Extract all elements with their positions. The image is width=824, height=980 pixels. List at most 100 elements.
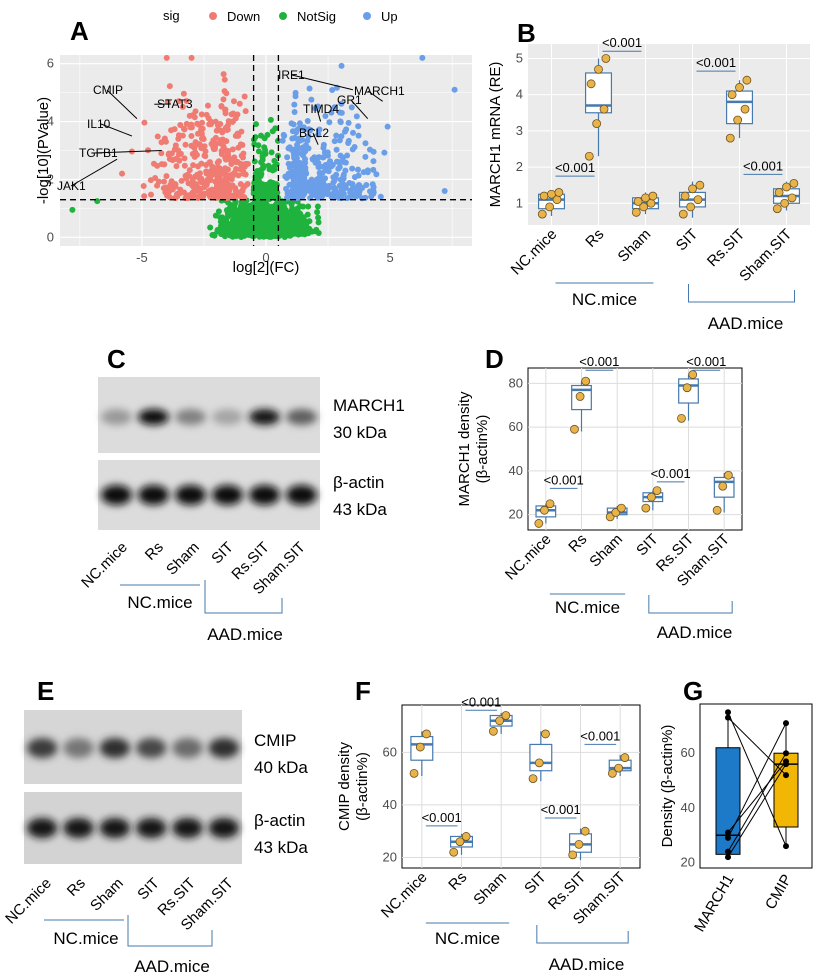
- volcano-point-up: [291, 170, 298, 177]
- volcano-point-up: [298, 171, 305, 178]
- volcano-point-up: [350, 129, 357, 136]
- march1-blot-band: [174, 409, 207, 425]
- actin-blot-e-band: [99, 818, 131, 838]
- volcano-point-down: [223, 138, 230, 145]
- gene-label: TGFB1: [79, 146, 118, 160]
- panel-g-point: [725, 854, 731, 861]
- volcano-point-up: [345, 119, 352, 126]
- panel-e-lane-label: Sham: [87, 875, 127, 915]
- volcano-point-down: [147, 191, 154, 198]
- volcano-point-notsig: [266, 233, 273, 240]
- volcano-point-up: [320, 154, 327, 161]
- volcano-point-up: [296, 192, 303, 199]
- volcano-point-down: [195, 121, 202, 128]
- volcano-point-notsig: [271, 193, 278, 200]
- volcano-point-down: [224, 122, 231, 129]
- volcano-point-up: [297, 184, 304, 191]
- panel-label-G: G: [683, 676, 703, 706]
- panel-g-category-label: CMIP: [762, 872, 795, 913]
- cmip-band-label: 40 kDa: [254, 758, 308, 777]
- volcano-point-notsig: [259, 152, 266, 159]
- march1-blot-band: [285, 409, 318, 425]
- volcano-point-up: [362, 153, 369, 160]
- volcano-point-up: [370, 189, 377, 196]
- volcano-point-notsig: [306, 218, 313, 225]
- volcano-point-notsig: [225, 224, 232, 231]
- volcano-point-up: [329, 161, 336, 168]
- volcano-point-up: [362, 140, 369, 147]
- volcano-point-up: [353, 113, 360, 120]
- volcano-point-down: [198, 160, 205, 167]
- volcano-point-down: [230, 193, 237, 200]
- volcano-point-down: [216, 183, 223, 190]
- march1-mrna-data-point: [780, 198, 790, 208]
- volcano-point-notsig: [260, 195, 267, 202]
- volcano-point-up: [377, 193, 384, 200]
- gene-label: GR1: [337, 93, 362, 107]
- volcano-point-notsig: [266, 219, 273, 226]
- panel-g-y-tick: 20: [681, 855, 695, 870]
- gene-leader-line: [316, 108, 322, 122]
- volcano-point-notsig: [305, 203, 312, 210]
- volcano-point-notsig: [275, 209, 282, 216]
- volcano-point-notsig: [261, 144, 268, 151]
- volcano-point-down: [164, 192, 171, 199]
- volcano-point-down: [182, 141, 189, 148]
- volcano-point-up: [314, 103, 321, 110]
- volcano-point-down: [242, 108, 249, 115]
- volcano-point-up: [329, 86, 336, 93]
- march1-mrna-data-point: [554, 188, 564, 197]
- volcano-point-up: [289, 186, 296, 193]
- volcano-point-notsig: [291, 220, 298, 227]
- panel-e-aad-bracket: [127, 915, 213, 947]
- cmip-band-label: CMIP: [254, 731, 297, 750]
- panel-d-aad-group-label: AAD.mice: [657, 623, 733, 642]
- volcano-point-down: [167, 181, 174, 188]
- volcano-point-up: [345, 137, 352, 144]
- volcano-point-down: [166, 83, 173, 90]
- volcano-point-up: [337, 119, 344, 126]
- volcano-point-notsig: [227, 201, 234, 208]
- volcano-point-up: [331, 184, 338, 191]
- actin-blot-e-band: [208, 818, 240, 838]
- volcano-x-axis-label: log[2](FC): [233, 259, 300, 276]
- volcano-point-up: [315, 131, 322, 138]
- panel-label-D: D: [485, 344, 504, 374]
- cmip-blot-band: [99, 738, 131, 758]
- volcano-point-down: [241, 93, 248, 100]
- panel-f-aad-bracket: [536, 925, 629, 944]
- volcano-point-up: [331, 104, 338, 111]
- volcano-point-notsig: [267, 116, 274, 123]
- volcano-point-up: [305, 133, 312, 140]
- march1-mrna-data-point: [782, 182, 791, 192]
- volcano-point-down: [173, 163, 180, 170]
- volcano-point-down: [179, 132, 186, 139]
- march1-density-data-point: [723, 470, 733, 480]
- volcano-point-up: [341, 128, 348, 135]
- volcano-point-down: [237, 166, 244, 173]
- actin-band-label-e: β-actin: [254, 811, 305, 830]
- march1-mrna-y-axis-label: MARCH1 mRNA (RE): [487, 62, 504, 208]
- volcano-point-down: [158, 139, 165, 146]
- panel-b-aad-group-label: AAD.mice: [708, 314, 784, 333]
- volcano-point-down: [213, 127, 220, 134]
- march1-density-data-point: [647, 492, 656, 502]
- volcano-point-down: [175, 98, 182, 105]
- volcano-point-notsig: [253, 121, 260, 128]
- volcano-point-up: [296, 125, 303, 132]
- volcano-point-down: [221, 76, 228, 83]
- panel-label-A: A: [70, 16, 89, 46]
- panel-d-nc-group-label: NC.mice: [555, 598, 620, 617]
- panel-g-point: [783, 720, 789, 727]
- march1-density-data-point: [616, 503, 626, 513]
- volcano-point-notsig: [258, 227, 265, 234]
- gene-label: IL10: [87, 117, 111, 131]
- march1-blot-membrane: [98, 377, 320, 453]
- panel-g-pair-line: [727, 763, 787, 858]
- march1-mrna-data-point: [727, 90, 737, 100]
- march1-mrna-category-label: Rs.SIT: [704, 226, 748, 270]
- volcano-point-up: [279, 137, 286, 144]
- volcano-point-up: [296, 120, 303, 127]
- march1-mrna-data-point: [787, 193, 797, 203]
- volcano-point-down: [196, 174, 203, 181]
